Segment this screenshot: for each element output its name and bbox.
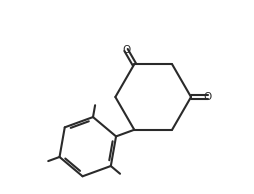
Text: O: O [122,45,130,55]
Text: O: O [203,92,212,102]
